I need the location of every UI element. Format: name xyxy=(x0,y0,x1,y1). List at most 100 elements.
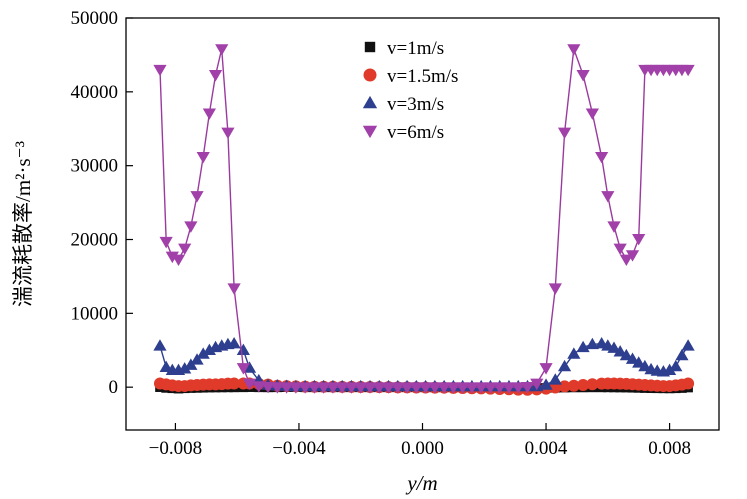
x-axis-title: y/m xyxy=(405,471,437,495)
data-point xyxy=(557,127,572,140)
data-point xyxy=(682,377,695,390)
data-point xyxy=(228,377,241,390)
data-point xyxy=(577,378,590,391)
data-point xyxy=(354,382,368,394)
series-3 xyxy=(153,44,695,394)
series-2 xyxy=(153,337,695,392)
legend-label: v=1m/s xyxy=(387,38,444,59)
data-point xyxy=(428,382,442,394)
legend-label: v=6m/s xyxy=(387,122,444,143)
data-point xyxy=(153,64,167,77)
data-point xyxy=(530,378,544,391)
data-point xyxy=(215,44,229,56)
data-point xyxy=(307,382,322,394)
data-point xyxy=(252,381,266,393)
data-point xyxy=(171,254,186,267)
data-point xyxy=(400,382,414,394)
data-point xyxy=(236,363,250,375)
data-point xyxy=(178,362,192,374)
data-point xyxy=(681,64,695,77)
data-point xyxy=(446,382,460,394)
data-point xyxy=(227,337,241,349)
data-point xyxy=(567,44,581,56)
data-point xyxy=(625,352,640,364)
data-point xyxy=(280,382,294,394)
data-point xyxy=(483,382,498,394)
data-point xyxy=(363,382,377,394)
data-point xyxy=(465,382,479,394)
data-point xyxy=(632,233,646,246)
plot-area xyxy=(153,44,695,396)
x-tick-label: −0.008 xyxy=(149,438,202,459)
data-point xyxy=(409,382,423,394)
y-tick-label: 20000 xyxy=(71,230,119,251)
data-point xyxy=(190,191,204,203)
data-point xyxy=(196,152,210,164)
data-point xyxy=(576,340,590,353)
data-point xyxy=(190,353,204,365)
data-point xyxy=(208,70,223,82)
data-point xyxy=(298,382,312,394)
data-point xyxy=(539,378,553,390)
axes: −0.008 −0.004 0.000 0.004 0.008 0 10000 20000 30… xyxy=(71,8,720,459)
data-point xyxy=(548,373,562,385)
data-point xyxy=(372,382,386,394)
data-point xyxy=(567,379,580,392)
data-point xyxy=(669,359,683,372)
legend-label: v=3m/s xyxy=(387,94,444,115)
data-point xyxy=(202,108,216,120)
data-point xyxy=(381,382,396,394)
data-point xyxy=(242,361,257,373)
data-point xyxy=(557,359,572,372)
data-point xyxy=(539,363,553,375)
data-point xyxy=(607,341,621,353)
data-point xyxy=(335,382,349,394)
data-point xyxy=(474,382,488,394)
data-point xyxy=(511,382,525,394)
data-point xyxy=(202,343,216,356)
data-point xyxy=(456,382,470,394)
data-point xyxy=(558,380,571,393)
data-point xyxy=(344,382,359,394)
data-point xyxy=(196,347,210,359)
data-point xyxy=(502,382,516,394)
data-point xyxy=(632,356,646,368)
data-point xyxy=(261,382,275,394)
data-point xyxy=(585,108,599,120)
data-point xyxy=(159,236,173,249)
y-tick-label: 0 xyxy=(109,377,119,398)
data-point xyxy=(317,382,331,394)
data-point xyxy=(586,378,599,391)
data-point xyxy=(548,283,562,295)
y-tick-label: 50000 xyxy=(71,8,119,29)
data-point xyxy=(607,221,621,233)
x-tick-label: 0.000 xyxy=(401,438,444,459)
x-tick-label: 0.004 xyxy=(525,438,568,459)
y-axis-title: 湍流耗散率/m²·s⁻³ xyxy=(11,141,35,307)
data-point xyxy=(178,243,192,255)
data-point xyxy=(326,382,340,394)
legend-label: v=1.5m/s xyxy=(387,66,458,87)
data-point xyxy=(585,337,599,350)
data-point xyxy=(153,339,167,351)
data-point xyxy=(270,382,284,394)
data-point xyxy=(165,251,179,264)
data-point xyxy=(520,382,535,394)
legend-marker xyxy=(364,41,376,53)
y-tick-label: 40000 xyxy=(71,82,119,103)
data-point xyxy=(221,127,235,140)
data-point xyxy=(289,382,303,394)
data-point xyxy=(613,345,627,357)
data-point xyxy=(619,254,633,267)
data-point xyxy=(681,339,695,351)
y-tick-label: 10000 xyxy=(71,303,119,324)
data-point xyxy=(227,283,241,295)
data-point xyxy=(184,221,198,233)
data-point xyxy=(595,152,609,164)
y-tick-label: 30000 xyxy=(71,156,119,177)
legend-marker xyxy=(363,68,377,82)
data-point xyxy=(619,348,633,361)
data-point xyxy=(418,382,433,394)
data-point xyxy=(662,363,677,375)
